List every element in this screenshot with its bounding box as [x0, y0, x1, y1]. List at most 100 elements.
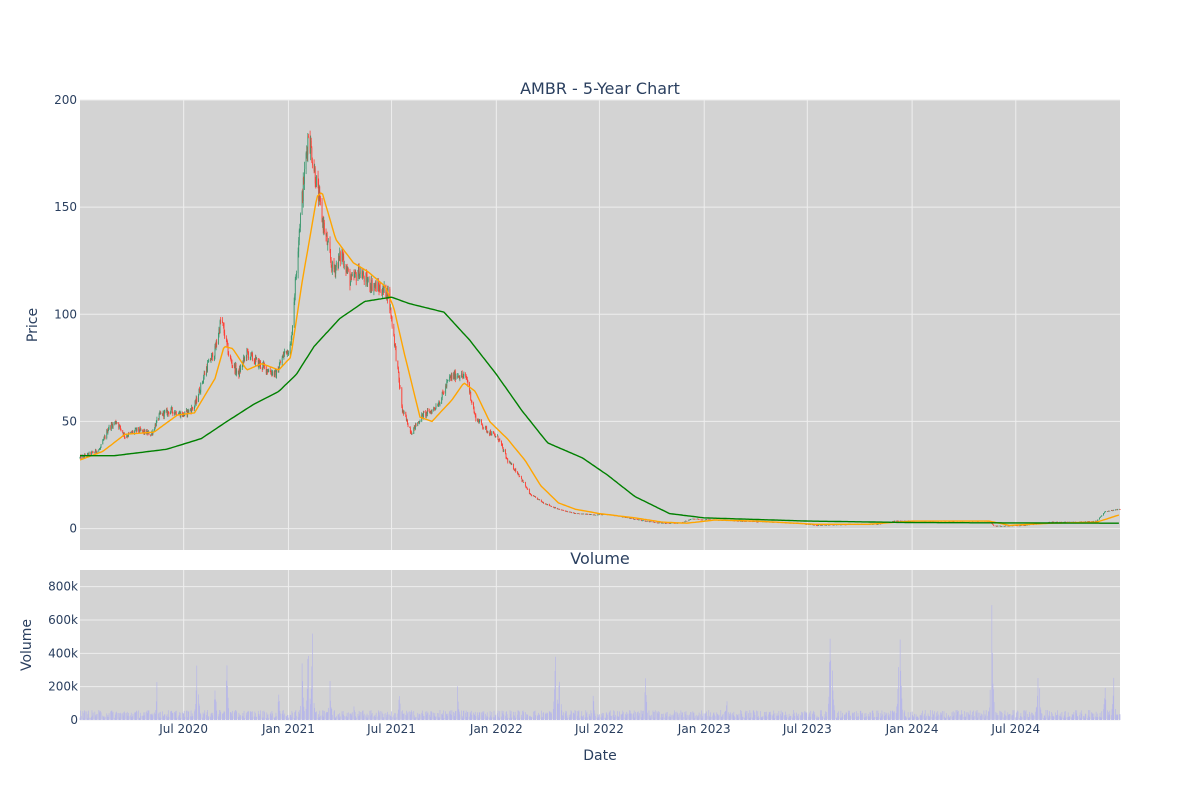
volume-bar	[312, 633, 313, 720]
candle-body	[469, 391, 471, 393]
candle-body	[501, 444, 503, 446]
volume-bar	[1029, 711, 1030, 720]
candle-body	[431, 411, 432, 414]
candle-body	[414, 425, 416, 429]
candle-body	[434, 408, 436, 410]
candle-body	[266, 369, 268, 374]
volume-bar	[609, 711, 611, 720]
candle-body	[487, 431, 489, 433]
volume-bar	[1029, 714, 1031, 720]
volume-bar	[790, 715, 792, 720]
volume-bar	[434, 713, 436, 720]
candle-body	[218, 328, 220, 336]
volume-bar	[652, 710, 654, 720]
volume-bar	[273, 717, 275, 720]
candle-body	[115, 421, 117, 424]
volume-bar	[534, 710, 536, 720]
volume-bar	[1008, 714, 1009, 720]
candle-body	[490, 434, 492, 436]
volume-bar	[582, 716, 584, 720]
candle-body	[1112, 510, 1114, 512]
volume-bar	[628, 713, 630, 720]
volume-bar	[981, 713, 982, 720]
volume-bar	[350, 713, 352, 720]
candle-body	[601, 514, 603, 516]
volume-bar	[821, 716, 823, 720]
volume-bar	[458, 711, 460, 720]
volume-grid	[80, 570, 1120, 721]
volume-bar	[475, 716, 477, 720]
candle-body	[670, 522, 672, 524]
volume-bar	[186, 710, 187, 720]
candle-body	[1056, 521, 1058, 523]
volume-bar	[566, 711, 567, 720]
candle-body	[327, 241, 329, 245]
candle-body	[174, 412, 175, 415]
candle-body	[266, 369, 268, 372]
candle-body	[394, 344, 396, 345]
candle-body	[628, 517, 630, 519]
candle-body	[329, 241, 331, 253]
volume-bar	[521, 717, 523, 720]
volume-bar	[605, 712, 607, 720]
candle-body	[466, 378, 468, 380]
candle-body	[1015, 525, 1017, 527]
candle-body	[690, 518, 692, 520]
volume-bar	[80, 715, 82, 720]
volume-bar	[773, 717, 775, 720]
volume-bar	[712, 715, 714, 720]
candle-body	[310, 140, 312, 148]
volume-bar	[666, 715, 667, 720]
candle-body	[817, 525, 818, 527]
candle-body	[458, 376, 460, 379]
volume-bar	[230, 712, 232, 720]
volume-bar	[99, 710, 101, 720]
volume-bar	[574, 714, 575, 720]
candle-body	[878, 523, 879, 525]
date-x-tick-label: Jul 2020	[158, 722, 208, 736]
candle-body	[80, 455, 81, 458]
volume-bar	[130, 715, 132, 720]
volume-bar	[300, 705, 301, 720]
volume-bar	[969, 714, 970, 720]
volume-bar	[583, 715, 584, 720]
candle-body	[351, 274, 353, 276]
volume-bar	[857, 716, 858, 720]
candle-body	[171, 407, 173, 412]
volume-bar	[132, 716, 133, 720]
candle-body	[706, 519, 707, 520]
volume-bar	[825, 711, 826, 720]
volume-bar	[563, 712, 564, 720]
volume-bar	[295, 710, 297, 720]
volume-bar	[446, 713, 448, 720]
volume-bar	[232, 710, 233, 720]
candle-body	[577, 513, 579, 515]
candle-body	[175, 411, 177, 414]
volume-bar	[473, 712, 474, 720]
volume-bar	[367, 717, 368, 720]
volume-bar	[890, 710, 891, 720]
candle-body	[897, 520, 899, 522]
candle-body	[110, 425, 112, 429]
volume-bar	[621, 714, 622, 720]
volume-bar	[834, 710, 836, 720]
volume-bar	[1039, 688, 1041, 720]
volume-bar	[206, 715, 207, 720]
candle-body	[527, 488, 529, 490]
volume-bar	[585, 713, 587, 720]
candle-body	[1003, 526, 1005, 527]
volume-bar	[858, 716, 859, 720]
volume-bar	[119, 717, 121, 720]
volume-bar	[255, 716, 257, 720]
volume-bar	[840, 710, 842, 720]
candle-body	[676, 523, 678, 524]
volume-bar	[585, 710, 587, 720]
volume-bar	[964, 711, 965, 720]
volume-bar	[997, 715, 999, 720]
volume-bar	[702, 716, 703, 720]
volume-bar	[166, 715, 167, 720]
candle-body	[270, 371, 272, 374]
volume-bar	[371, 714, 372, 720]
volume-bar	[872, 710, 874, 720]
volume-bar	[1049, 715, 1051, 720]
